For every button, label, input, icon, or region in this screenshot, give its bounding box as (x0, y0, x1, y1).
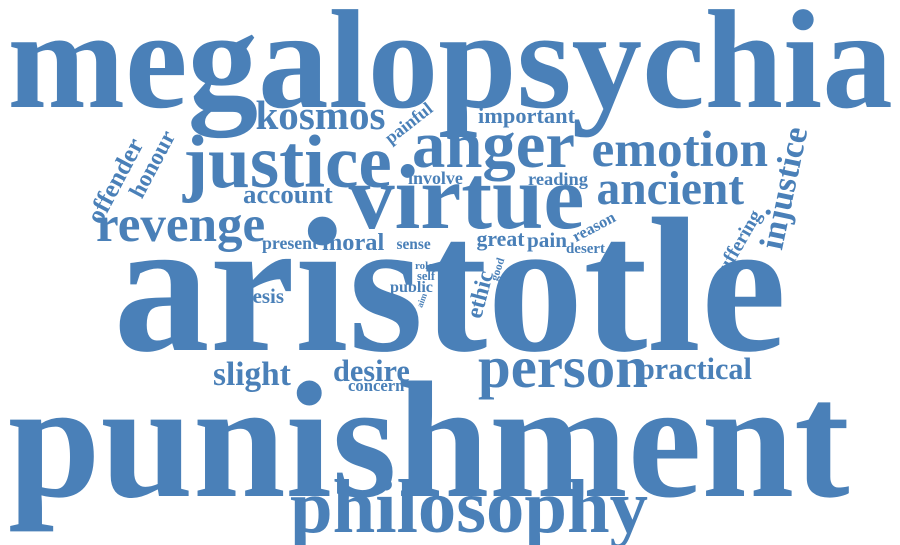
word-justice: justice (183, 120, 392, 204)
word-public: public (390, 279, 433, 296)
word-punishment: punishment (8, 348, 850, 532)
word-present: present (262, 232, 318, 253)
word-desert: desert (566, 241, 605, 258)
word-virtue: virtue (348, 145, 585, 248)
word-kosmos: kosmos (255, 91, 386, 138)
word-anger: anger (412, 108, 575, 182)
word-reading: reading (528, 169, 588, 189)
word-ancient: ancient (596, 163, 745, 216)
word-concern: concern (348, 375, 405, 395)
word-self: self (417, 269, 436, 284)
word-philosophy: philosophy (290, 463, 648, 545)
word-emotion: emotion (591, 121, 769, 178)
word-role: role (415, 260, 433, 273)
word-aristotle: aristotle (113, 178, 787, 392)
word-pain: pain (527, 227, 567, 252)
word-account: account (243, 178, 333, 209)
word-involve: involve (408, 168, 463, 188)
word-revenge: revenge (96, 196, 266, 253)
word-moral: moral (322, 229, 385, 257)
word-thesis: thesis (234, 284, 284, 309)
word-person: person (478, 334, 648, 400)
word-practical: practical (638, 351, 752, 386)
word-important: important (478, 103, 576, 129)
word-slight: slight (213, 355, 291, 393)
word-sense: sense (396, 235, 431, 253)
word-megalopsychia: megalopsychia (7, 0, 893, 138)
word-great: great (476, 227, 525, 252)
word-desire: desire (333, 353, 410, 388)
